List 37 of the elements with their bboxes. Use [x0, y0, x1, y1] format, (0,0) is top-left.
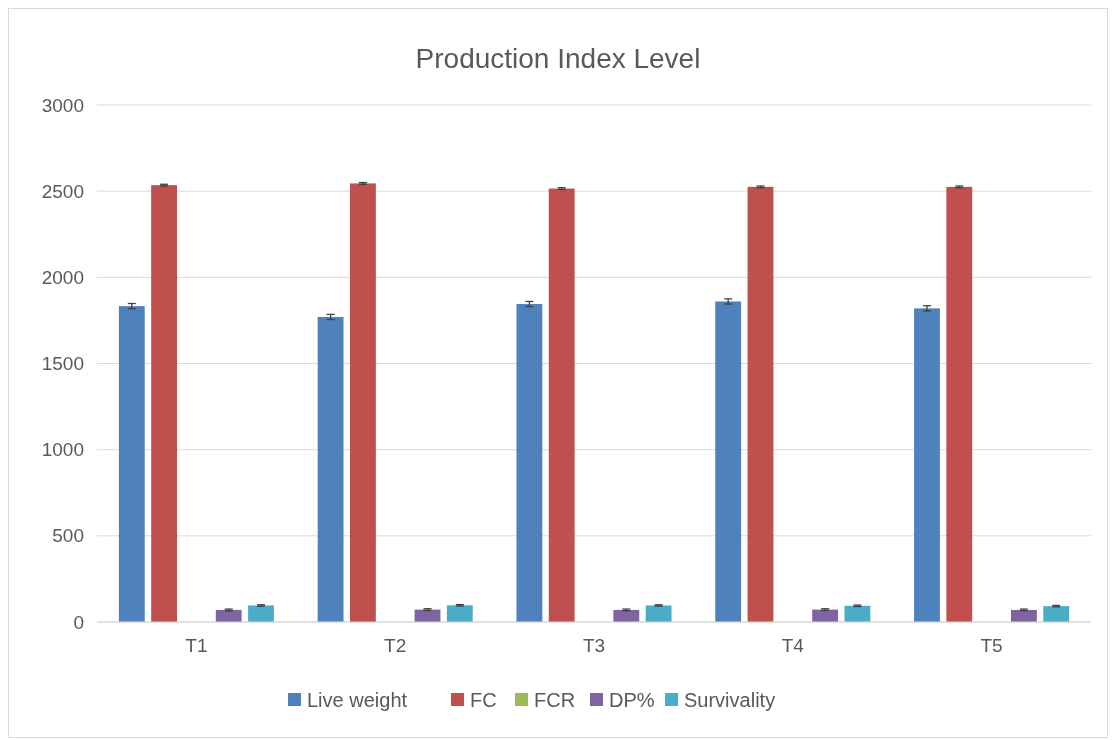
bar [118, 306, 145, 622]
legend-label: FC [470, 689, 497, 711]
bar [844, 605, 871, 622]
y-tick-label: 2000 [41, 266, 84, 288]
bar [215, 609, 242, 622]
bar [349, 183, 376, 622]
legend-label: Survivality [684, 689, 776, 711]
y-tick-label: 2500 [41, 180, 84, 202]
legend-label: Live weight [307, 689, 408, 711]
bar [715, 301, 742, 622]
y-tick-label: 1500 [41, 353, 84, 375]
x-tick-label: T1 [185, 635, 208, 656]
y-tick-label: 3000 [41, 94, 84, 116]
bar [914, 308, 940, 622]
bar [151, 185, 178, 622]
legend-label: DP% [609, 689, 655, 711]
y-tick-label: 0 [73, 611, 84, 633]
y-tick-label: 500 [52, 525, 84, 547]
bar [548, 188, 575, 622]
bar [248, 605, 274, 622]
bar [1010, 609, 1037, 622]
x-tick-label: T2 [384, 635, 407, 656]
bar [812, 609, 839, 622]
x-tick-label: T3 [582, 635, 606, 656]
bar [446, 605, 473, 622]
x-tick-label: T5 [980, 635, 1003, 656]
bar [1043, 606, 1070, 622]
bar [516, 304, 543, 622]
x-tick-label: T4 [781, 635, 805, 656]
bar [317, 316, 344, 622]
bar [946, 186, 973, 622]
bar [645, 605, 672, 622]
y-tick-label: 1000 [41, 439, 84, 461]
legend-label: FCR [534, 689, 576, 711]
bar [747, 186, 774, 622]
bar [613, 609, 640, 622]
chart-title: Production Index Level [415, 43, 701, 74]
